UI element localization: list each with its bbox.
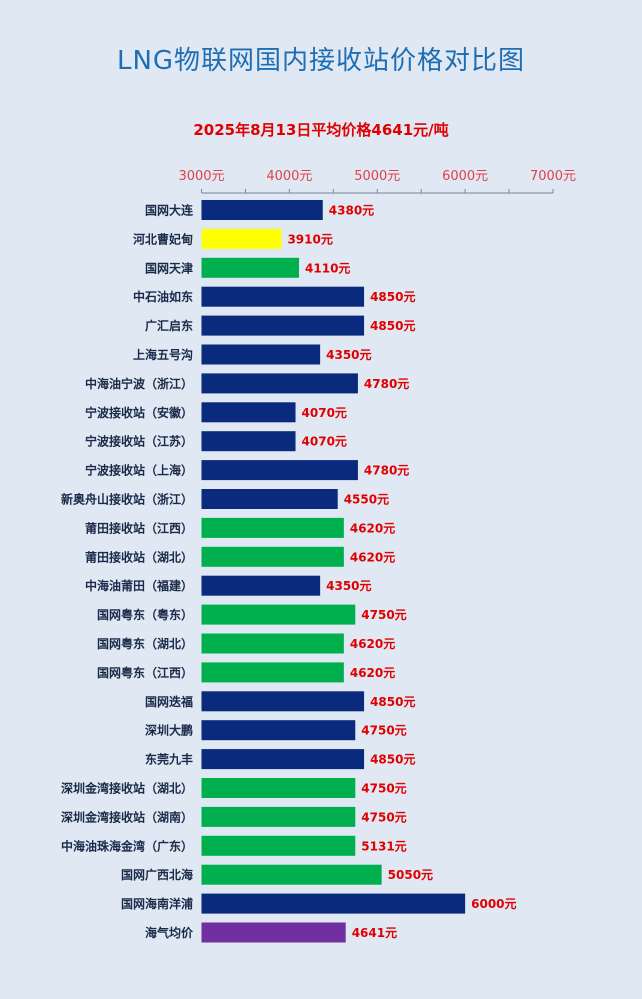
value-label: 4750元	[361, 724, 406, 738]
category-label: 国网粤东（江西）	[97, 665, 193, 680]
bar	[201, 893, 466, 914]
value-label: 4070元	[302, 406, 347, 420]
value-label: 4780元	[364, 464, 409, 478]
value-label: 4750元	[361, 810, 406, 824]
bar	[201, 257, 300, 278]
x-tick-label: 7000元	[530, 169, 576, 184]
category-label: 中海油莆田（福建）	[85, 578, 193, 593]
bar	[201, 575, 321, 596]
bar	[201, 720, 356, 741]
value-label: 4850元	[370, 753, 415, 767]
category-label: 河北曹妃甸	[132, 231, 193, 246]
chart-title: LNG物联网国内接收站价格对比图	[116, 46, 526, 76]
bar	[201, 228, 282, 249]
bar	[201, 778, 356, 798]
category-label: 国网迭福	[145, 694, 193, 709]
bar	[201, 200, 323, 220]
value-label: 4620元	[350, 521, 395, 535]
value-label: 4070元	[302, 435, 347, 449]
chart-subtitle: 2025年8月13日平均价格4641元/吨	[193, 121, 449, 139]
category-label: 上海五号沟	[133, 347, 193, 362]
category-label: 莆田接收站（江西）	[85, 520, 193, 535]
value-label: 4620元	[350, 550, 395, 564]
bar	[201, 344, 321, 365]
bar	[201, 864, 382, 885]
bar	[201, 546, 344, 567]
category-label: 国网天津	[145, 260, 193, 275]
category-label: 新奥舟山接收站（浙江）	[61, 492, 193, 507]
bar	[201, 517, 344, 538]
category-label: 中海油宁波（浙江）	[85, 376, 193, 391]
value-label: 3910元	[287, 232, 332, 246]
value-label: 4350元	[326, 348, 371, 362]
value-label: 5050元	[388, 868, 433, 882]
value-label: 6000元	[471, 897, 516, 911]
value-label: 4750元	[361, 608, 406, 622]
bar	[201, 749, 365, 770]
value-label: 4850元	[370, 290, 415, 304]
bar	[201, 460, 358, 481]
value-label: 4620元	[350, 637, 395, 651]
value-label: 4350元	[326, 579, 371, 593]
bar	[201, 922, 346, 943]
category-label: 莆田接收站（湖北）	[85, 549, 193, 564]
bar	[201, 315, 365, 336]
category-label: 国网粤东（粤东）	[97, 607, 193, 622]
category-label: 深圳大鹏	[145, 723, 193, 738]
value-label: 4780元	[364, 377, 409, 391]
category-label: 国网广西北海	[121, 867, 193, 882]
bar	[201, 604, 356, 625]
value-label: 4380元	[329, 204, 374, 218]
category-label: 中石油如东	[133, 289, 193, 304]
category-label: 宁波接收站（上海）	[85, 463, 193, 478]
bar	[201, 691, 365, 712]
category-label: 广汇启东	[145, 318, 193, 333]
value-label: 4750元	[361, 782, 406, 796]
value-label: 4850元	[370, 695, 415, 709]
x-tick-label: 6000元	[442, 169, 488, 184]
value-label: 4620元	[350, 666, 395, 680]
bar	[201, 806, 356, 827]
category-label: 海气均价	[145, 925, 194, 940]
x-tick-label: 4000元	[266, 169, 312, 184]
category-label: 深圳金湾接收站（湖南）	[61, 809, 193, 824]
bar	[201, 431, 296, 452]
category-label: 深圳金湾接收站（湖北）	[61, 781, 193, 796]
category-label: 国网海南洋浦	[121, 896, 193, 911]
bar	[201, 662, 344, 683]
value-label: 4850元	[370, 319, 415, 333]
category-label: 宁波接收站（安徽）	[85, 405, 193, 420]
category-label: 中海油珠海金湾（广东）	[61, 838, 193, 853]
x-tick-label: 5000元	[354, 169, 400, 184]
x-tick-label: 3000元	[178, 169, 224, 184]
bar	[201, 402, 296, 423]
bar	[201, 489, 338, 509]
x-axis: 3000元 4000元 5000元 6000元 7000元	[178, 169, 576, 194]
category-label: 国网粤东（湖北）	[97, 636, 193, 651]
bar	[201, 373, 358, 394]
value-label: 4550元	[344, 493, 389, 507]
category-label: 宁波接收站（江苏）	[85, 434, 193, 449]
bar	[201, 633, 344, 654]
category-label: 东莞九丰	[145, 752, 193, 767]
value-label: 4110元	[305, 261, 350, 275]
value-label: 5131元	[361, 839, 406, 853]
bar	[201, 835, 356, 856]
category-label: 国网大连	[145, 203, 194, 218]
bar	[201, 286, 365, 307]
value-label: 4641元	[352, 926, 397, 940]
